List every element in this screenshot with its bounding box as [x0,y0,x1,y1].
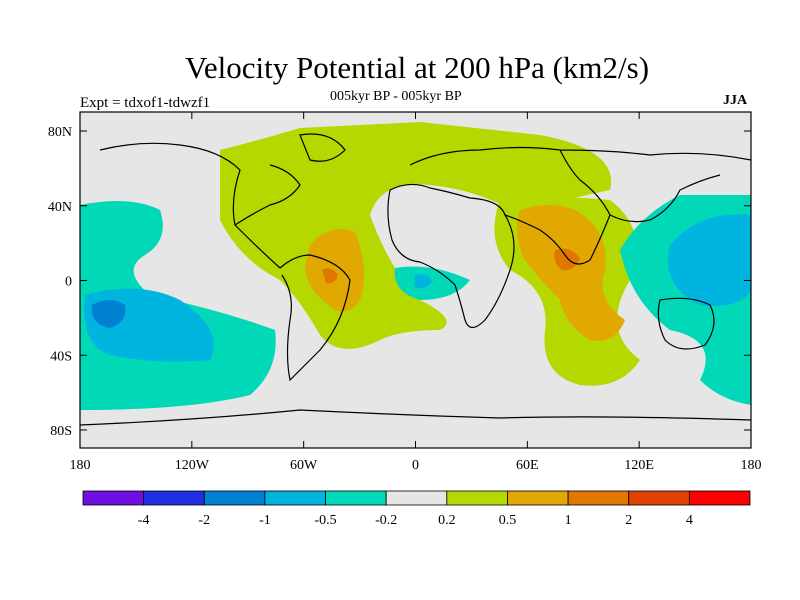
lat-tick-label: 80N [48,125,72,140]
lon-tick-label: 0 [412,458,419,473]
colorbar: -4 -2 -1 -0.5 -0.2 0.2 0.5 1 2 4 [82,490,751,528]
colorbar-swatch [385,490,448,506]
lon-tick-label: 60E [516,458,539,473]
colorbar-label: -0.5 [314,513,336,528]
colorbar-swatch [628,490,690,506]
page-title: Velocity Potential at 200 hPa (km2/s) [184,50,650,85]
map-plot: 180 120W 60W 0 60E 120E 180 80N 40N 0 40S 80S [48,111,762,473]
colorbar-swatch [507,490,569,506]
colorbar-label: 0.2 [438,513,456,528]
colorbar-swatch [567,490,630,506]
colorbar-label: 4 [686,513,693,528]
colorbar-swatch [82,490,145,506]
lat-tick-label: 40N [48,200,72,215]
experiment-label: Expt = tdxof1-tdwzf1 [80,95,211,111]
colorbar-label: -4 [138,513,150,528]
lon-tick-label: 120E [624,458,654,473]
colorbar-swatch [203,490,266,506]
colorbar-swatch [325,490,387,506]
lat-tick-label: 80S [50,424,72,439]
lon-tick-label: 180 [741,458,762,473]
colorbar-swatch [446,490,508,506]
negative-dark-blue-core [91,300,126,328]
colorbar-label: 0.5 [499,513,517,528]
positive-orange-asia [516,205,625,341]
lon-tick-label: 120W [175,458,210,473]
negative-blue-atlantic-core [414,274,432,289]
latitude-axis: 80N 40N 0 40S 80S [48,125,751,439]
colorbar-label: 2 [625,513,632,528]
colorbar-label: -1 [259,513,271,528]
positive-dark-orange-brazil [322,268,338,284]
positive-orange-south-america [305,228,364,312]
coastlines [80,133,751,426]
colorbar-label: -2 [198,513,210,528]
colorbar-swatch [688,490,751,506]
colorbar-label: 1 [565,513,572,528]
colorbar-label: -0.2 [375,513,397,528]
season-label: JJA [723,93,748,108]
positive-dark-orange-india [554,248,580,271]
lat-tick-label: 40S [50,349,72,364]
negative-blue-west-pacific [668,214,751,306]
lon-tick-label: 180 [70,458,91,473]
colorbar-swatch [264,490,326,506]
colorbar-swatch [143,490,205,506]
negative-region-atlantic [394,266,470,300]
lon-tick-label: 60W [290,458,318,473]
lat-tick-label: 0 [65,275,72,290]
subtitle: 005kyr BP - 005kyr BP [330,89,462,104]
longitude-axis: 180 120W 60W 0 60E 120E 180 [70,112,762,473]
